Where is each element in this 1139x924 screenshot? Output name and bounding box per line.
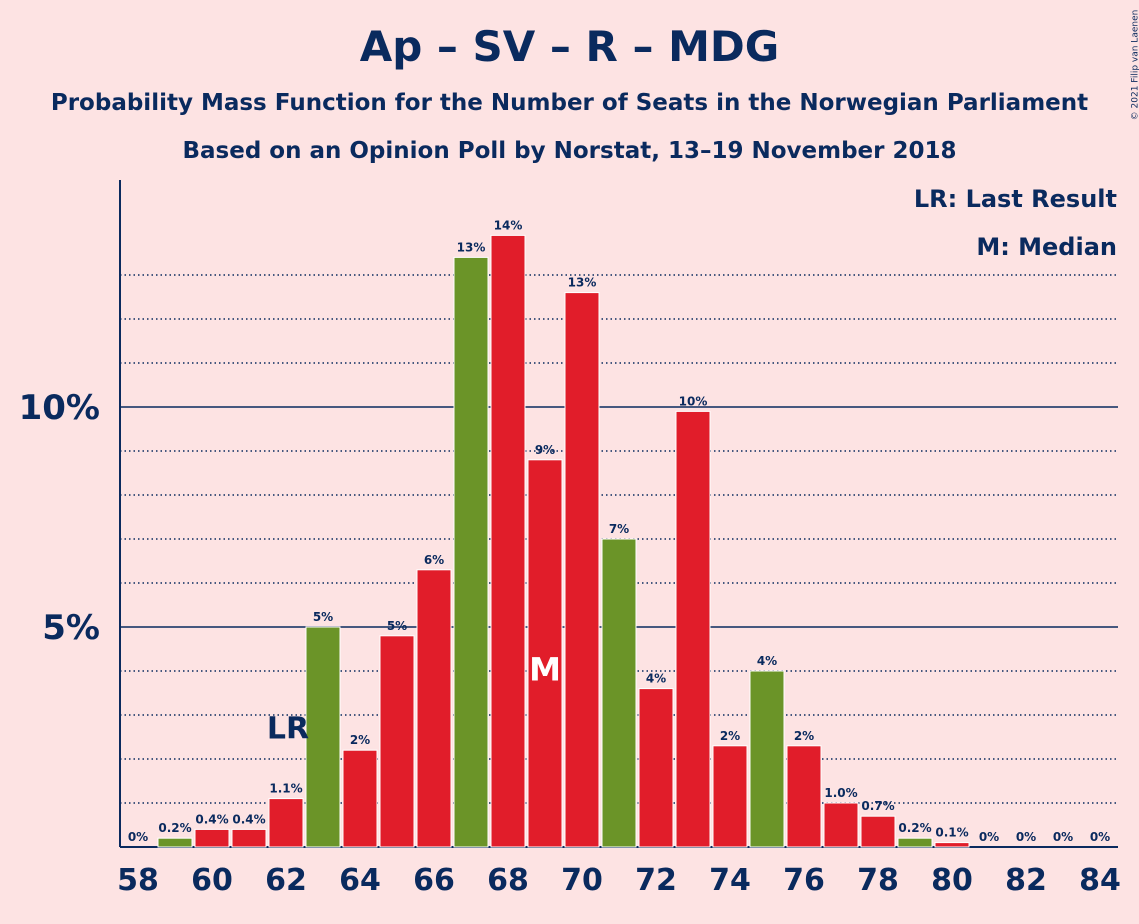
- bar-68: [490, 234, 526, 848]
- x-tick-label: 84: [1079, 863, 1121, 898]
- bar-65: [379, 635, 415, 848]
- bar-label-80: 0.1%: [935, 826, 968, 840]
- x-tick-label: 64: [339, 863, 381, 898]
- bar-label-77: 1.0%: [824, 786, 857, 800]
- bar-label-69: 9%: [535, 443, 555, 457]
- bar-70: [564, 292, 600, 848]
- x-tick-label: 68: [487, 863, 529, 898]
- x-tick-label: 74: [709, 863, 751, 898]
- bar-59: [157, 837, 193, 848]
- bar-72: [638, 688, 674, 848]
- chart-source: Based on an Opinion Poll by Norstat, 13–…: [182, 138, 957, 164]
- bar-label-70: 13%: [568, 276, 597, 290]
- bar-label-63: 5%: [313, 610, 333, 624]
- x-tick-label: 76: [783, 863, 825, 898]
- legend-last-result: LR: Last Result: [913, 185, 1117, 213]
- x-tick-label: 72: [635, 863, 677, 898]
- x-tick-label: 70: [561, 863, 603, 898]
- bar-label-76: 2%: [794, 729, 814, 743]
- y-tick-label: 5%: [42, 608, 100, 648]
- x-tick-label: 58: [117, 863, 159, 898]
- bar-78: [860, 815, 896, 848]
- bar-80: [934, 842, 970, 848]
- bar-69: [527, 459, 563, 848]
- bar-label-81: 0%: [979, 830, 999, 844]
- median-marker: M: [529, 651, 561, 689]
- x-tick-label: 80: [931, 863, 973, 898]
- x-tick-label: 82: [1005, 863, 1047, 898]
- bar-label-73: 10%: [679, 394, 708, 408]
- bar-label-82: 0%: [1016, 830, 1036, 844]
- bar-label-67: 13%: [457, 240, 486, 254]
- bar-66: [416, 569, 452, 848]
- bar-79: [897, 837, 933, 848]
- bar-67: [453, 256, 489, 848]
- bar-label-61: 0.4%: [232, 812, 265, 826]
- x-tick-label: 78: [857, 863, 899, 898]
- bar-label-84: 0%: [1090, 830, 1110, 844]
- bar-label-65: 5%: [387, 619, 407, 633]
- y-tick-label: 10%: [19, 388, 100, 428]
- bar-76: [786, 745, 822, 848]
- bar-label-71: 7%: [609, 522, 629, 536]
- bar-label-62: 1.1%: [269, 782, 302, 796]
- x-tick-label: 60: [191, 863, 233, 898]
- bar-63: [305, 626, 341, 848]
- chart-title: Ap – SV – R – MDG: [359, 22, 780, 71]
- bar-label-83: 0%: [1053, 830, 1073, 844]
- chart-subtitle: Probability Mass Function for the Number…: [50, 90, 1089, 116]
- bar-label-60: 0.4%: [195, 812, 228, 826]
- bar-60: [194, 828, 230, 848]
- bar-label-58: 0%: [128, 830, 148, 844]
- x-tick-label: 66: [413, 863, 455, 898]
- bar-label-74: 2%: [720, 729, 740, 743]
- last-result-marker: LR: [267, 712, 309, 747]
- bar-label-72: 4%: [646, 672, 666, 686]
- bar-label-59: 0.2%: [158, 821, 191, 835]
- bar-label-78: 0.7%: [861, 799, 894, 813]
- bar-77: [823, 802, 859, 848]
- bar-64: [342, 749, 378, 848]
- bar-74: [712, 745, 748, 848]
- legend-median: M: Median: [976, 233, 1117, 261]
- bar-label-68: 14%: [494, 218, 523, 232]
- bar-label-66: 6%: [424, 553, 444, 567]
- bar-71: [601, 538, 637, 848]
- bar-75: [749, 670, 785, 848]
- bar-label-64: 2%: [350, 733, 370, 747]
- bar-62: [268, 798, 304, 848]
- bar-label-79: 0.2%: [898, 821, 931, 835]
- bar-label-75: 4%: [757, 654, 777, 668]
- bar-61: [231, 828, 267, 848]
- x-tick-label: 62: [265, 863, 307, 898]
- bar-73: [675, 410, 711, 848]
